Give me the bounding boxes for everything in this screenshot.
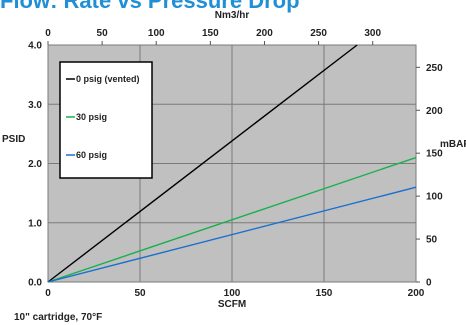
x2-tick-label: 0 bbox=[45, 28, 51, 39]
chart-title: Flow: Rate vs Pressure Drop bbox=[0, 0, 300, 13]
y-tick-label: 2.0 bbox=[28, 159, 42, 170]
y2-tick-label: 0 bbox=[426, 278, 432, 289]
y-tick-label: 4.0 bbox=[28, 41, 42, 52]
y2-tick-label: 50 bbox=[426, 235, 438, 246]
y2-axis-label: mBAR bbox=[440, 139, 466, 150]
y-tick-label: 0.0 bbox=[28, 278, 42, 289]
x-tick-label: 50 bbox=[134, 288, 146, 299]
x-axis-label: SCFM bbox=[218, 299, 246, 310]
x2-tick-label: 150 bbox=[202, 28, 219, 39]
x-tick-label: 100 bbox=[224, 288, 241, 299]
legend-label: 30 psig bbox=[76, 112, 107, 122]
y-tick-label: 1.0 bbox=[28, 218, 42, 229]
footnote: 10" cartridge, 70°F bbox=[14, 312, 102, 323]
y-axis-label: PSID bbox=[2, 134, 25, 145]
y2-tick-label: 100 bbox=[426, 192, 443, 203]
x2-tick-label: 100 bbox=[148, 28, 165, 39]
x2-tick-label: 300 bbox=[364, 28, 381, 39]
y-tick-label: 3.0 bbox=[28, 100, 42, 111]
x2-axis-label: Nm3/hr bbox=[215, 10, 250, 21]
x2-tick-label: 50 bbox=[97, 28, 109, 39]
x2-tick-label: 250 bbox=[310, 28, 327, 39]
x2-tick-label: 200 bbox=[256, 28, 273, 39]
legend: 0 psig (vented) 30 psig 60 psig bbox=[60, 62, 152, 178]
y2-tick-label: 250 bbox=[426, 63, 443, 74]
x-tick-label: 0 bbox=[45, 288, 51, 299]
legend-label: 0 psig (vented) bbox=[76, 74, 140, 84]
y2-tick-label: 200 bbox=[426, 106, 443, 117]
x-tick-label: 200 bbox=[408, 288, 425, 299]
x-tick-label: 150 bbox=[316, 288, 333, 299]
legend-label: 60 psig bbox=[76, 150, 107, 160]
y2-tick-label: 150 bbox=[426, 149, 443, 160]
